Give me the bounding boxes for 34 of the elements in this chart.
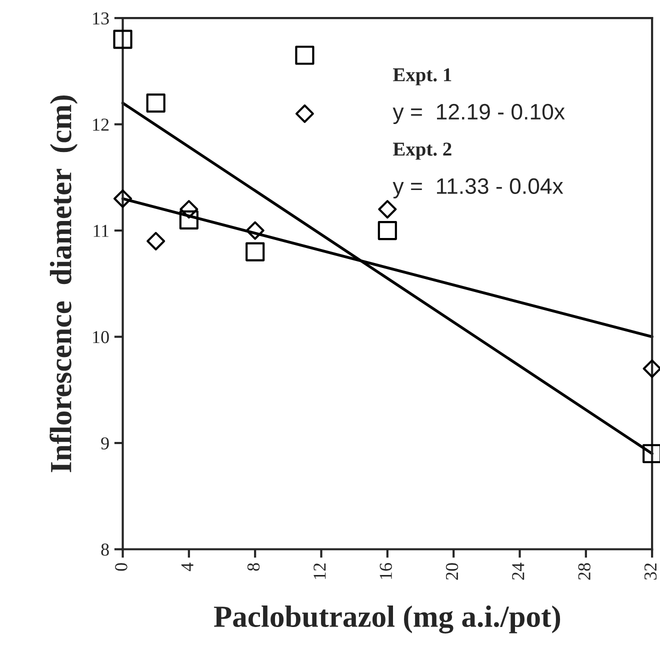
- annotation: y = 12.19 - 0.10x: [392, 104, 565, 124]
- y-tick-label: 10: [93, 331, 109, 344]
- y-tick-label: 12: [93, 118, 109, 131]
- x-tick-label: 16: [380, 562, 392, 579]
- annotation: Expt. 2: [393, 142, 452, 160]
- point: [378, 200, 397, 219]
- point: [179, 210, 198, 230]
- point: [246, 242, 265, 262]
- x-tick-label: 20: [446, 563, 458, 580]
- point: [246, 221, 264, 240]
- point: [146, 232, 166, 250]
- point: [114, 189, 132, 208]
- point: [295, 46, 314, 65]
- x-tick-label: 8: [247, 563, 260, 571]
- point: [180, 200, 198, 219]
- x-tick-label: 28: [578, 563, 590, 580]
- point: [295, 104, 314, 123]
- y-tick-label: 8: [101, 544, 109, 556]
- x-tick-label: 4: [181, 562, 194, 572]
- point: [642, 359, 660, 378]
- x-tick-label: 24: [512, 562, 524, 580]
- y-axis-title: Inflorescence diameter (cm): [50, 96, 78, 472]
- x-tick-label: 0: [115, 563, 128, 571]
- y-tick-label: 13: [93, 12, 109, 25]
- point: [113, 30, 132, 49]
- annotation: Expt. 1: [393, 68, 452, 86]
- point: [146, 94, 166, 113]
- point: [378, 220, 397, 240]
- y-tick-label: 9: [101, 437, 109, 450]
- x-tick-label: 32: [644, 563, 657, 580]
- y-tick-label: 11: [94, 224, 108, 237]
- x-axis-title: Paclobutrazol (mg a.i./pot): [214, 606, 560, 634]
- x-tick-label: 12: [314, 563, 326, 579]
- annotation: y = 11.33 - 0.04x: [392, 178, 564, 198]
